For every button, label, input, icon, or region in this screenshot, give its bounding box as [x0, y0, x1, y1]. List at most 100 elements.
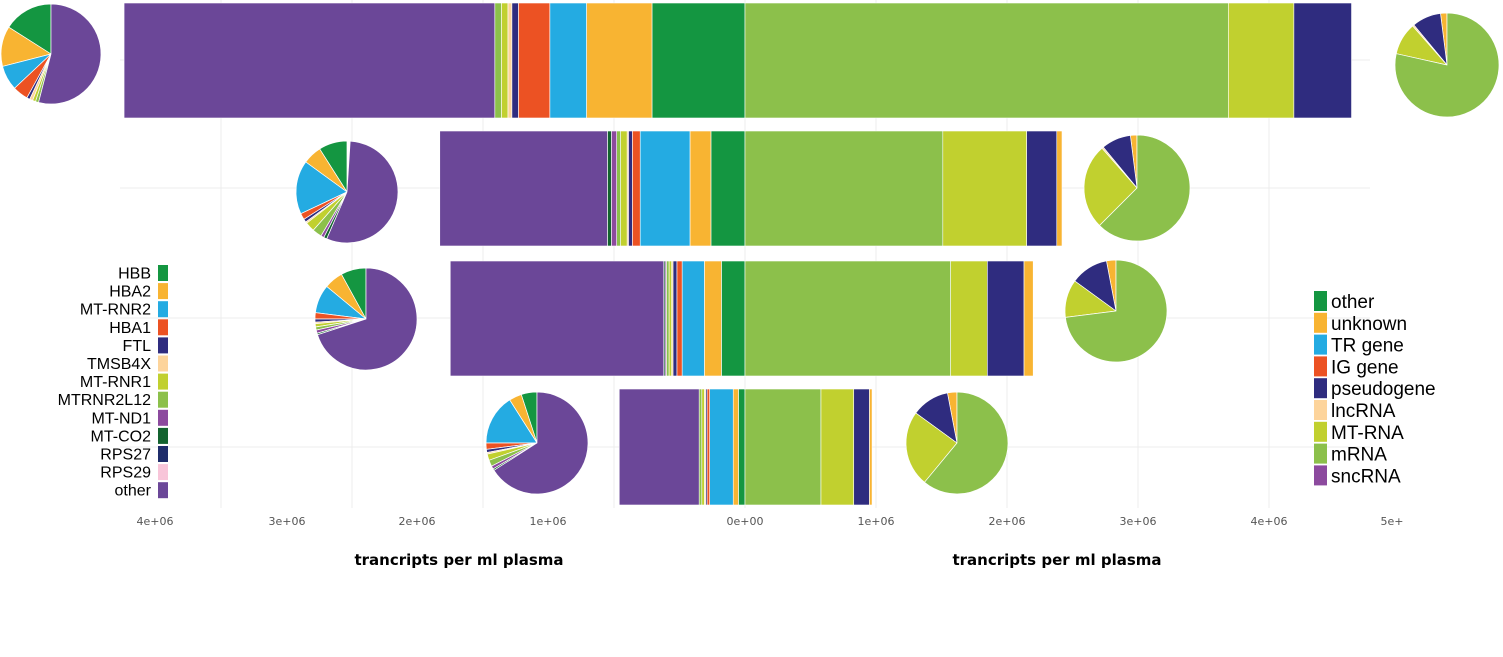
gene-legend-label-RPS29: RPS29: [100, 465, 151, 482]
bar-left-row1-FTL: [628, 130, 633, 247]
gene-legend-swatch-HBA2: [158, 283, 168, 300]
pie-right-row0-slice-7: [1394, 12, 1500, 118]
bar-left-row0-HBA1: [518, 2, 551, 119]
tick-labels: 4e+06 3e+06 2e+06 1e+06 0e+00 1e+06 2e+06 3e+06…: [137, 515, 1404, 528]
biotype-legend-label-MT-RNA: MT-RNA: [1331, 423, 1404, 444]
bar-right-row3-unknown: [869, 388, 873, 506]
biotype-legend-swatch-TR gene: [1314, 334, 1327, 355]
pie-right-row3: [905, 391, 1009, 495]
pie-left-row2: [314, 267, 418, 371]
right-tick-label-2: 3e+06: [1120, 515, 1157, 528]
biotype-legend-label-lncRNA: lncRNA: [1331, 401, 1396, 422]
pie-right-row1-slice-7: [1099, 134, 1191, 242]
right-tick-label-4: 5e+: [1381, 515, 1404, 528]
bar-left-row2-FTL: [672, 260, 678, 377]
pie-left-row1-slice-2: [295, 161, 348, 215]
bar-left-row1-MT-RNR1: [620, 130, 628, 247]
bar-right-row3-MT-RNA: [820, 388, 855, 506]
bar-left-row0-MTRNR2L12: [494, 2, 502, 119]
bar-left-row1-MT-ND1: [611, 130, 617, 247]
gene-legend-label-MTRNR2L12: MTRNR2L12: [58, 392, 151, 409]
bar-left-row1-other: [439, 130, 608, 247]
bar-left-row3-MT-RNR2: [709, 388, 734, 506]
bar-right-row2-MT-RNA: [950, 260, 988, 377]
gene-legend-swatch-MT-RNR1: [158, 373, 168, 390]
biotype-legend-label-other: other: [1331, 292, 1375, 313]
biotype-legend-swatch-IG gene: [1314, 356, 1327, 377]
bar-left-row3-other: [618, 388, 700, 506]
pie-right-row1: [1083, 134, 1191, 242]
bar-left-row3-HBA1: [706, 388, 710, 506]
biotype-legend-swatch-pseudogene: [1314, 378, 1327, 399]
bars: [123, 2, 1352, 506]
right-tick-label-3: 4e+06: [1251, 515, 1288, 528]
left-x-axis-title: trancripts per ml plasma: [354, 551, 563, 569]
pie-right-row3-slice-7: [923, 391, 1009, 495]
bar-left-row1-HBB: [710, 130, 746, 247]
pie-left-row0-slice-0: [8, 3, 52, 55]
bar-left-row2-MT-RNR2: [681, 260, 705, 377]
gene-legend-swatch-MT-RNR2: [158, 301, 168, 318]
pie-right-row0: [1394, 12, 1500, 118]
bar-right-row1-mRNA: [744, 130, 944, 247]
bar-left-row1-HBA1: [632, 130, 641, 247]
pie-left-row1-slice-12: [326, 140, 399, 244]
left-tick-label-0: 4e+06: [137, 515, 174, 528]
pie-left-row0-slice-12: [38, 3, 102, 105]
bar-left-row3-MT-RNR1: [701, 388, 705, 506]
bar-left-row0-FTL: [511, 2, 519, 119]
gene-legend-swatch-RPS29: [158, 464, 168, 481]
gene-legend-label-HBA2: HBA2: [109, 284, 151, 301]
gene-legend-swatch-RPS27: [158, 446, 168, 462]
bar-left-row2-MT-RNR1: [668, 260, 672, 377]
biotype-legend-label-unknown: unknown: [1331, 314, 1407, 335]
pie-left-row1: [295, 140, 399, 244]
bar-left-row2-HBA2: [704, 260, 722, 377]
pie-left-row0: [0, 3, 102, 105]
left-tick-label-2: 2e+06: [399, 515, 436, 528]
bar-left-row0-MT-RNR2: [549, 2, 587, 119]
gene-legend-label-MT-CO2: MT-CO2: [91, 428, 152, 445]
bar-left-row3-MTRNR2L12: [698, 388, 703, 506]
biotype-legend-label-mRNA: mRNA: [1331, 445, 1387, 466]
gene-legend: HBBHBA2MT-RNR2HBA1FTLTMSB4XMT-RNR1MTRNR2…: [58, 265, 168, 500]
bar-left-row0-HBA2: [586, 2, 653, 119]
left-tick-label-3: 1e+06: [530, 515, 567, 528]
gene-legend-swatch-FTL: [158, 337, 168, 354]
bar-right-row2-pseudogene: [987, 260, 1025, 377]
gene-legend-swatch-MTRNR2L12: [158, 391, 168, 408]
bar-right-row0-pseudogene: [1293, 2, 1352, 119]
bar-left-row2-other: [449, 260, 665, 377]
gene-legend-swatch-HBB: [158, 265, 168, 281]
bar-left-row1-MT-RNR2: [639, 130, 691, 247]
gene-legend-label-HBB: HBB: [118, 266, 151, 283]
bar-left-row2-HBA1: [676, 260, 683, 377]
left-tick-label-4: 0e+00: [727, 515, 764, 528]
biotype-legend-swatch-mRNA: [1314, 443, 1327, 464]
biotype-legend-swatch-lncRNA: [1314, 400, 1327, 420]
gene-legend-swatch-HBA1: [158, 319, 168, 336]
biotype-legend-label-TR gene: TR gene: [1331, 336, 1404, 357]
gene-legend-label-FTL: FTL: [123, 338, 152, 355]
bar-left-row1-HBA2: [689, 130, 712, 247]
gene-legend-label-TMSB4X: TMSB4X: [87, 356, 151, 373]
biotype-legend-label-IG gene: IG gene: [1331, 357, 1399, 378]
left-tick-label-1: 3e+06: [269, 515, 306, 528]
bar-right-row3-pseudogene: [853, 388, 870, 506]
biotype-legend-label-pseudogene: pseudogene: [1331, 379, 1436, 400]
bar-left-row1-MT-CO2: [607, 130, 612, 247]
pie-right-row1-slice-6: [1083, 147, 1138, 226]
gene-legend-label-MT-RNR1: MT-RNR1: [80, 374, 151, 391]
pie-left-row3: [485, 391, 589, 495]
pie-right-row3-slice-6: [905, 412, 958, 483]
bar-left-row0-HBB: [651, 2, 746, 119]
bar-left-row0-TMSB4X: [507, 2, 513, 119]
gene-legend-swatch-TMSB4X: [158, 355, 168, 372]
pie-left-row3-slice-2: [485, 399, 538, 444]
bar-left-row0-MT-RNR1: [501, 2, 509, 119]
gene-legend-swatch-MT-ND1: [158, 409, 168, 426]
gene-legend-label-HBA1: HBA1: [109, 320, 151, 337]
bar-left-row2-HBB: [721, 260, 746, 377]
